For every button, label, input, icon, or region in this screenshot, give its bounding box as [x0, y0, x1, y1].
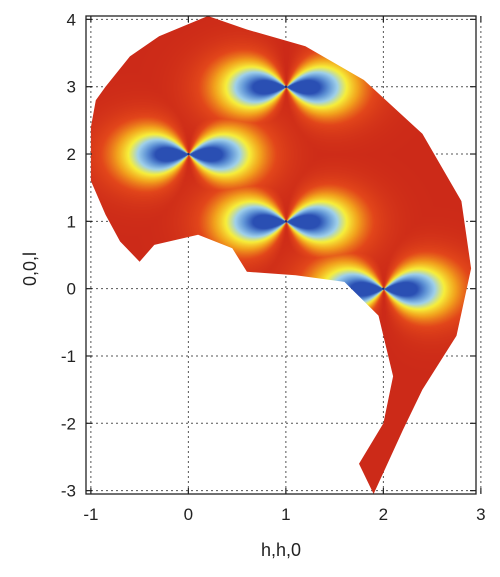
x-axis-label: h,h,0 — [261, 540, 301, 560]
node-point — [284, 220, 288, 223]
x-tick-label: -1 — [83, 505, 98, 524]
node-point — [187, 152, 190, 156]
node-point — [382, 287, 385, 290]
y-tick-label: -2 — [61, 414, 76, 433]
x-tick-label: 3 — [476, 505, 485, 524]
y-tick-label: 0 — [67, 280, 76, 299]
x-tick-label: 0 — [184, 505, 193, 524]
node-point — [284, 85, 288, 88]
y-tick-label: -1 — [61, 347, 76, 366]
plot-frame — [85, 15, 477, 495]
y-tick-label: 1 — [67, 212, 76, 231]
axis-ticks: -1 0 1 2 3 -3 -2 -1 0 1 2 3 4 — [61, 10, 486, 524]
x-tick-label: 2 — [379, 505, 388, 524]
y-tick-label: 3 — [67, 78, 76, 97]
y-tick-label: 4 — [67, 10, 76, 29]
x-tick-label: 1 — [281, 505, 290, 524]
y-tick-label: 2 — [67, 145, 76, 164]
y-axis-label: 0,0,l — [20, 252, 40, 286]
y-tick-label: -3 — [61, 482, 76, 501]
node-markers — [187, 85, 385, 290]
